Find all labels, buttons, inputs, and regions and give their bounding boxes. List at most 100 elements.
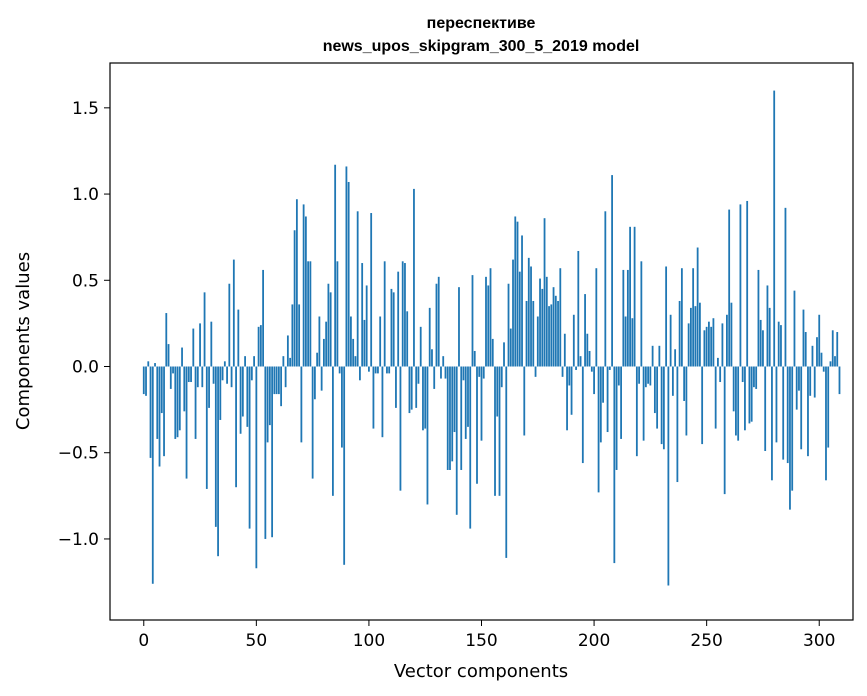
bar-84	[332, 366, 334, 496]
bar-300	[818, 314, 821, 367]
bar-233	[667, 366, 670, 586]
bar-235	[671, 366, 674, 396]
bar-118	[408, 366, 411, 414]
bar-217	[631, 318, 634, 367]
bar-64	[286, 335, 289, 367]
bar-239	[680, 268, 683, 367]
bar-139	[455, 366, 458, 515]
bar-43	[239, 366, 242, 434]
bar-208	[611, 175, 613, 367]
bar-253	[712, 318, 715, 367]
bar-236	[674, 349, 677, 367]
bar-248	[701, 366, 704, 445]
bar-190	[570, 366, 573, 415]
bar-110	[390, 288, 393, 367]
y-tick-label: 0.5	[72, 271, 99, 291]
bar-168	[521, 235, 523, 367]
bar-46	[246, 366, 249, 427]
bar-231	[662, 366, 665, 450]
bar-234	[669, 314, 672, 367]
bar-98	[363, 319, 366, 367]
bar-11	[167, 344, 170, 367]
bar-78	[318, 316, 321, 367]
bar-85	[334, 164, 337, 367]
bar-227	[653, 366, 656, 414]
bar-122	[417, 366, 420, 384]
bar-20	[187, 366, 190, 383]
bar-286	[786, 366, 789, 464]
bar-61	[280, 366, 283, 407]
bar-195	[581, 366, 584, 464]
bar-73	[307, 261, 310, 367]
bar-32	[214, 366, 217, 527]
bar-67	[293, 230, 296, 367]
bar-296	[809, 366, 812, 396]
bar-171	[527, 257, 530, 367]
bar-199	[590, 366, 593, 372]
bar-49	[253, 356, 255, 367]
bar-202	[597, 366, 600, 493]
bar-184	[557, 300, 559, 367]
y-tick-label: 1.0	[72, 185, 99, 205]
y-tick-label: −1.0	[58, 530, 99, 550]
bar-131	[437, 276, 440, 367]
bar-188	[566, 366, 568, 431]
bar-173	[532, 300, 535, 367]
bar-279	[771, 366, 773, 481]
bar-293	[802, 309, 805, 367]
bar-48	[250, 366, 253, 381]
bar-52	[259, 325, 262, 367]
bar-57	[271, 366, 274, 538]
bar-192	[575, 366, 577, 370]
bar-179	[545, 276, 548, 367]
bar-297	[811, 345, 814, 367]
bar-250	[705, 326, 708, 367]
bar-186	[561, 366, 564, 377]
bar-35	[221, 366, 224, 381]
axes-group: 0 50 100 150 200 250 300 −1.0 −0.5 0.0 0.5 1.0 1.5	[58, 99, 836, 651]
bar-153	[487, 285, 490, 367]
bar-88	[341, 366, 343, 448]
bar-243	[689, 307, 692, 367]
bar-211	[617, 366, 620, 386]
bar-176	[539, 278, 541, 367]
bar-280	[773, 90, 776, 367]
bar-77	[316, 352, 319, 367]
bar-102	[372, 366, 375, 429]
bar-115	[401, 261, 404, 367]
bar-290	[795, 366, 798, 410]
bar-130	[435, 283, 438, 367]
bar-213	[622, 269, 625, 367]
bar-22	[192, 328, 195, 367]
bar-10	[165, 313, 168, 367]
bar-124	[422, 366, 424, 431]
x-tick-label: 0	[138, 631, 149, 651]
bar-89	[343, 366, 346, 565]
bar-169	[523, 366, 526, 436]
bar-292	[800, 366, 803, 450]
bar-4	[151, 366, 154, 584]
bar-96	[359, 366, 361, 381]
bar-203	[599, 366, 602, 443]
bar-97	[361, 263, 364, 367]
bar-70	[300, 366, 303, 443]
bar-162	[507, 283, 510, 367]
bar-252	[710, 326, 713, 367]
bar-59	[275, 366, 278, 395]
bar-194	[579, 356, 582, 367]
bar-238	[678, 300, 681, 367]
bars-group	[142, 90, 841, 586]
bar-149	[478, 366, 481, 377]
bar-6	[156, 366, 159, 439]
bar-133	[442, 356, 445, 367]
bar-141	[460, 366, 463, 470]
bar-136	[449, 366, 451, 470]
bar-256	[719, 366, 722, 383]
bar-219	[635, 366, 638, 457]
bar-27	[203, 292, 206, 367]
bar-54	[264, 366, 267, 539]
bar-40	[232, 259, 235, 367]
bar-7	[158, 366, 161, 467]
bar-134	[444, 366, 447, 379]
bar-74	[309, 261, 312, 367]
